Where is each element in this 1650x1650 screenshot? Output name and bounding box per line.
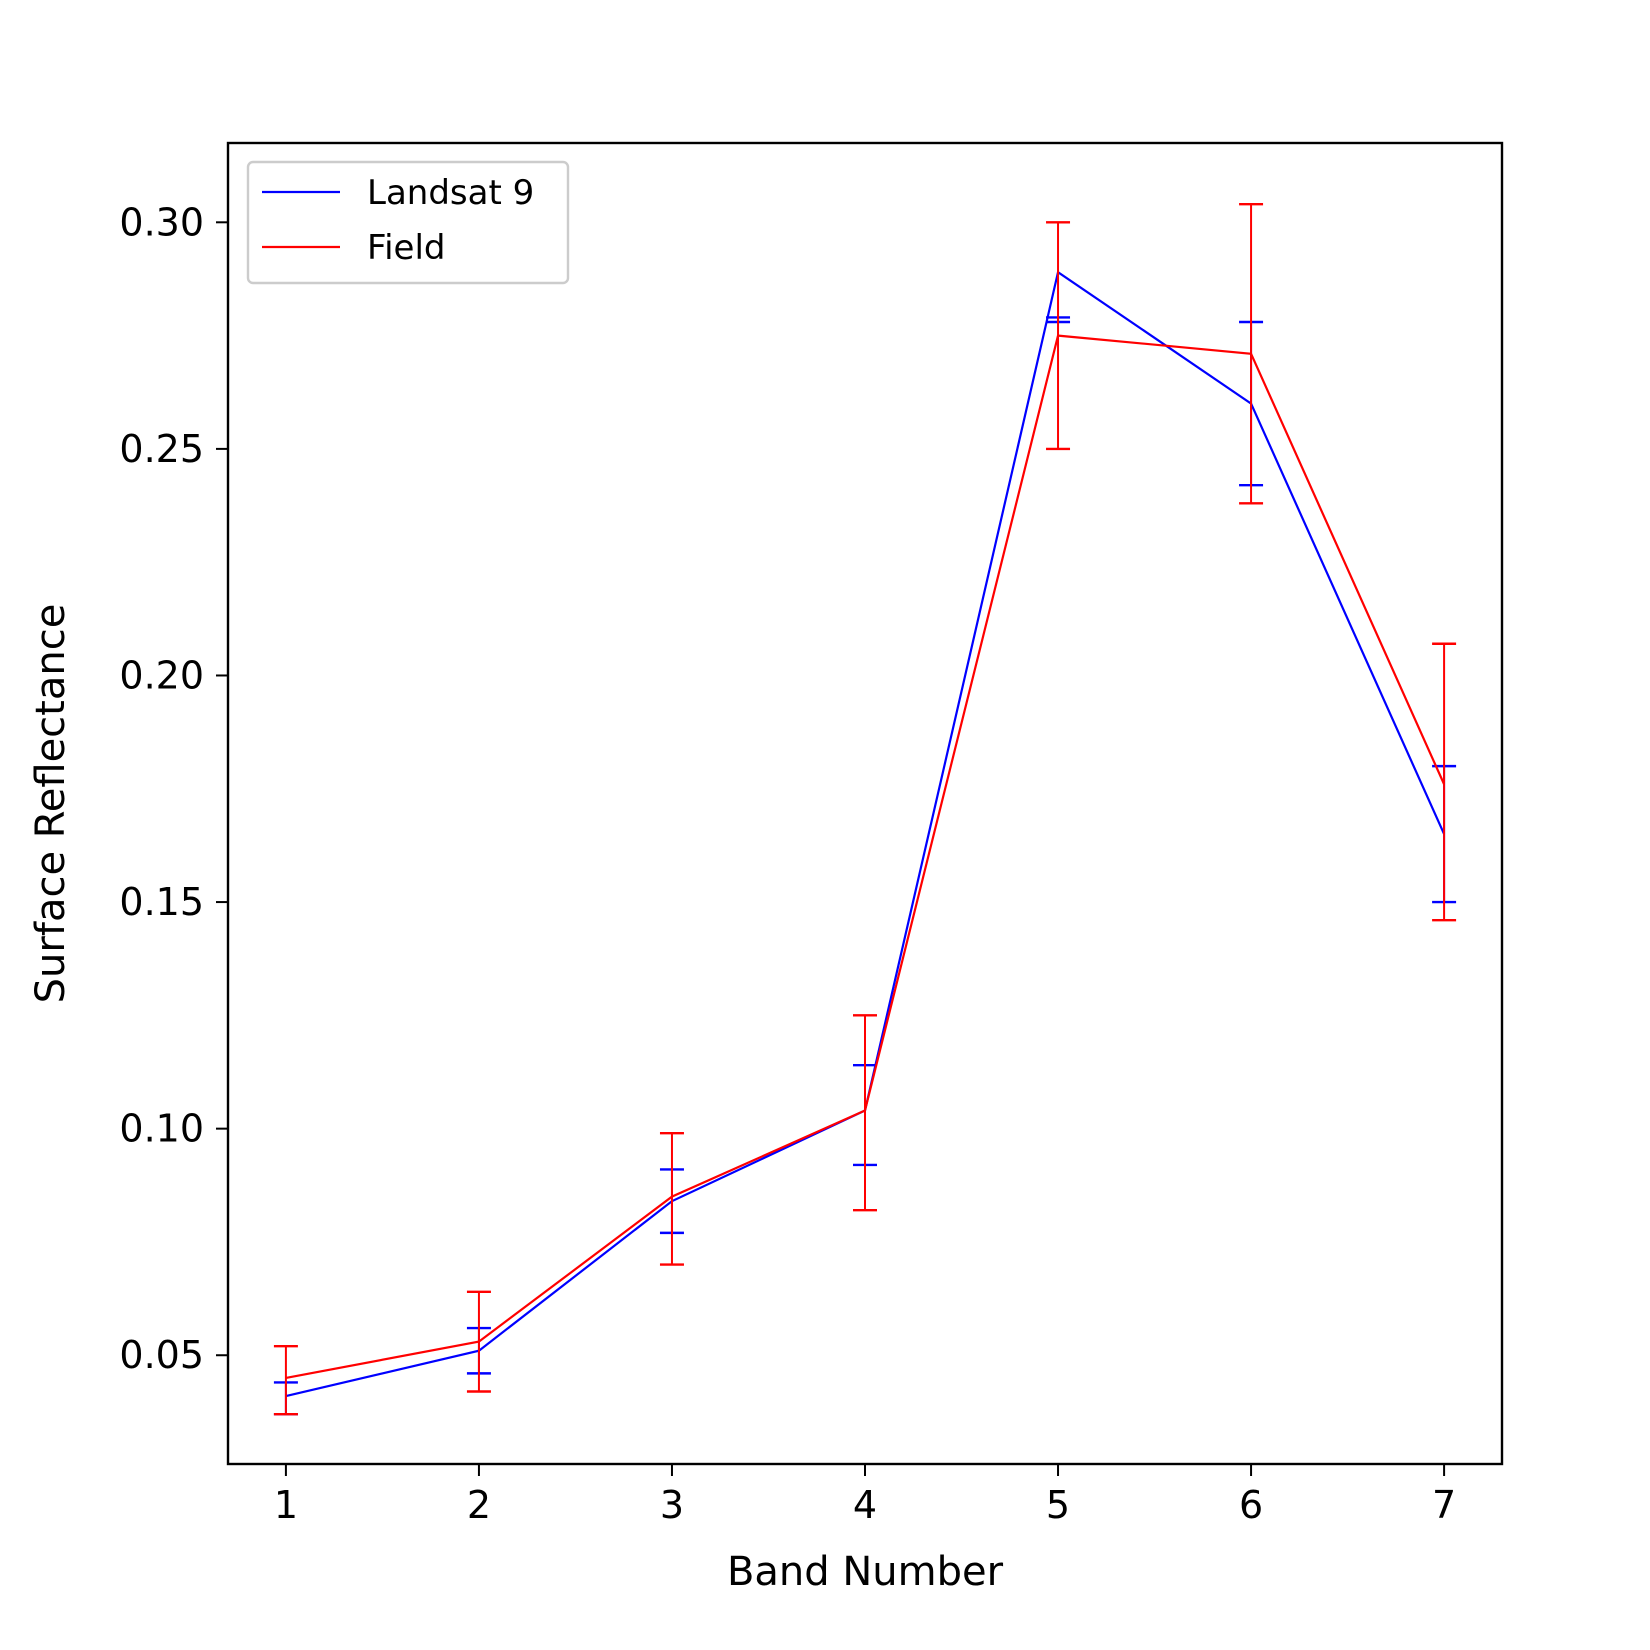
legend: Landsat 9 Field (246, 160, 570, 285)
y-axis-title: Surface Reflectance (28, 604, 74, 1004)
errorbars-field (273, 202, 1457, 1416)
x-tick-label-3: 3 (660, 1483, 684, 1527)
y-tick-label-0.20: 0.20 (119, 653, 204, 697)
x-tick-label-6: 6 (1239, 1483, 1263, 1527)
x-axis-title: Band Number (727, 1549, 1004, 1595)
y-tick-label-0.25: 0.25 (119, 427, 204, 471)
y-tick-label-0.30: 0.30 (119, 200, 204, 244)
y-tick-label-0.15: 0.15 (119, 880, 204, 924)
y-axis: 0.05 0.10 0.15 0.20 0.25 0.30 (119, 200, 228, 1377)
x-axis: 1 2 3 4 5 6 7 (274, 1464, 1456, 1527)
x-tick-label-4: 4 (853, 1483, 877, 1527)
x-tick-label-7: 7 (1432, 1483, 1456, 1527)
series-line-field (285, 334, 1446, 1379)
series-layer (273, 202, 1457, 1416)
y-tick-label-0.10: 0.10 (119, 1107, 204, 1151)
y-tick-label-0.05: 0.05 (119, 1333, 204, 1377)
legend-label-field: Field (367, 228, 445, 268)
x-tick-label-1: 1 (274, 1483, 298, 1527)
x-tick-label-2: 2 (467, 1483, 491, 1527)
x-tick-label-5: 5 (1046, 1483, 1070, 1527)
legend-label-landsat-9: Landsat 9 (367, 173, 534, 213)
